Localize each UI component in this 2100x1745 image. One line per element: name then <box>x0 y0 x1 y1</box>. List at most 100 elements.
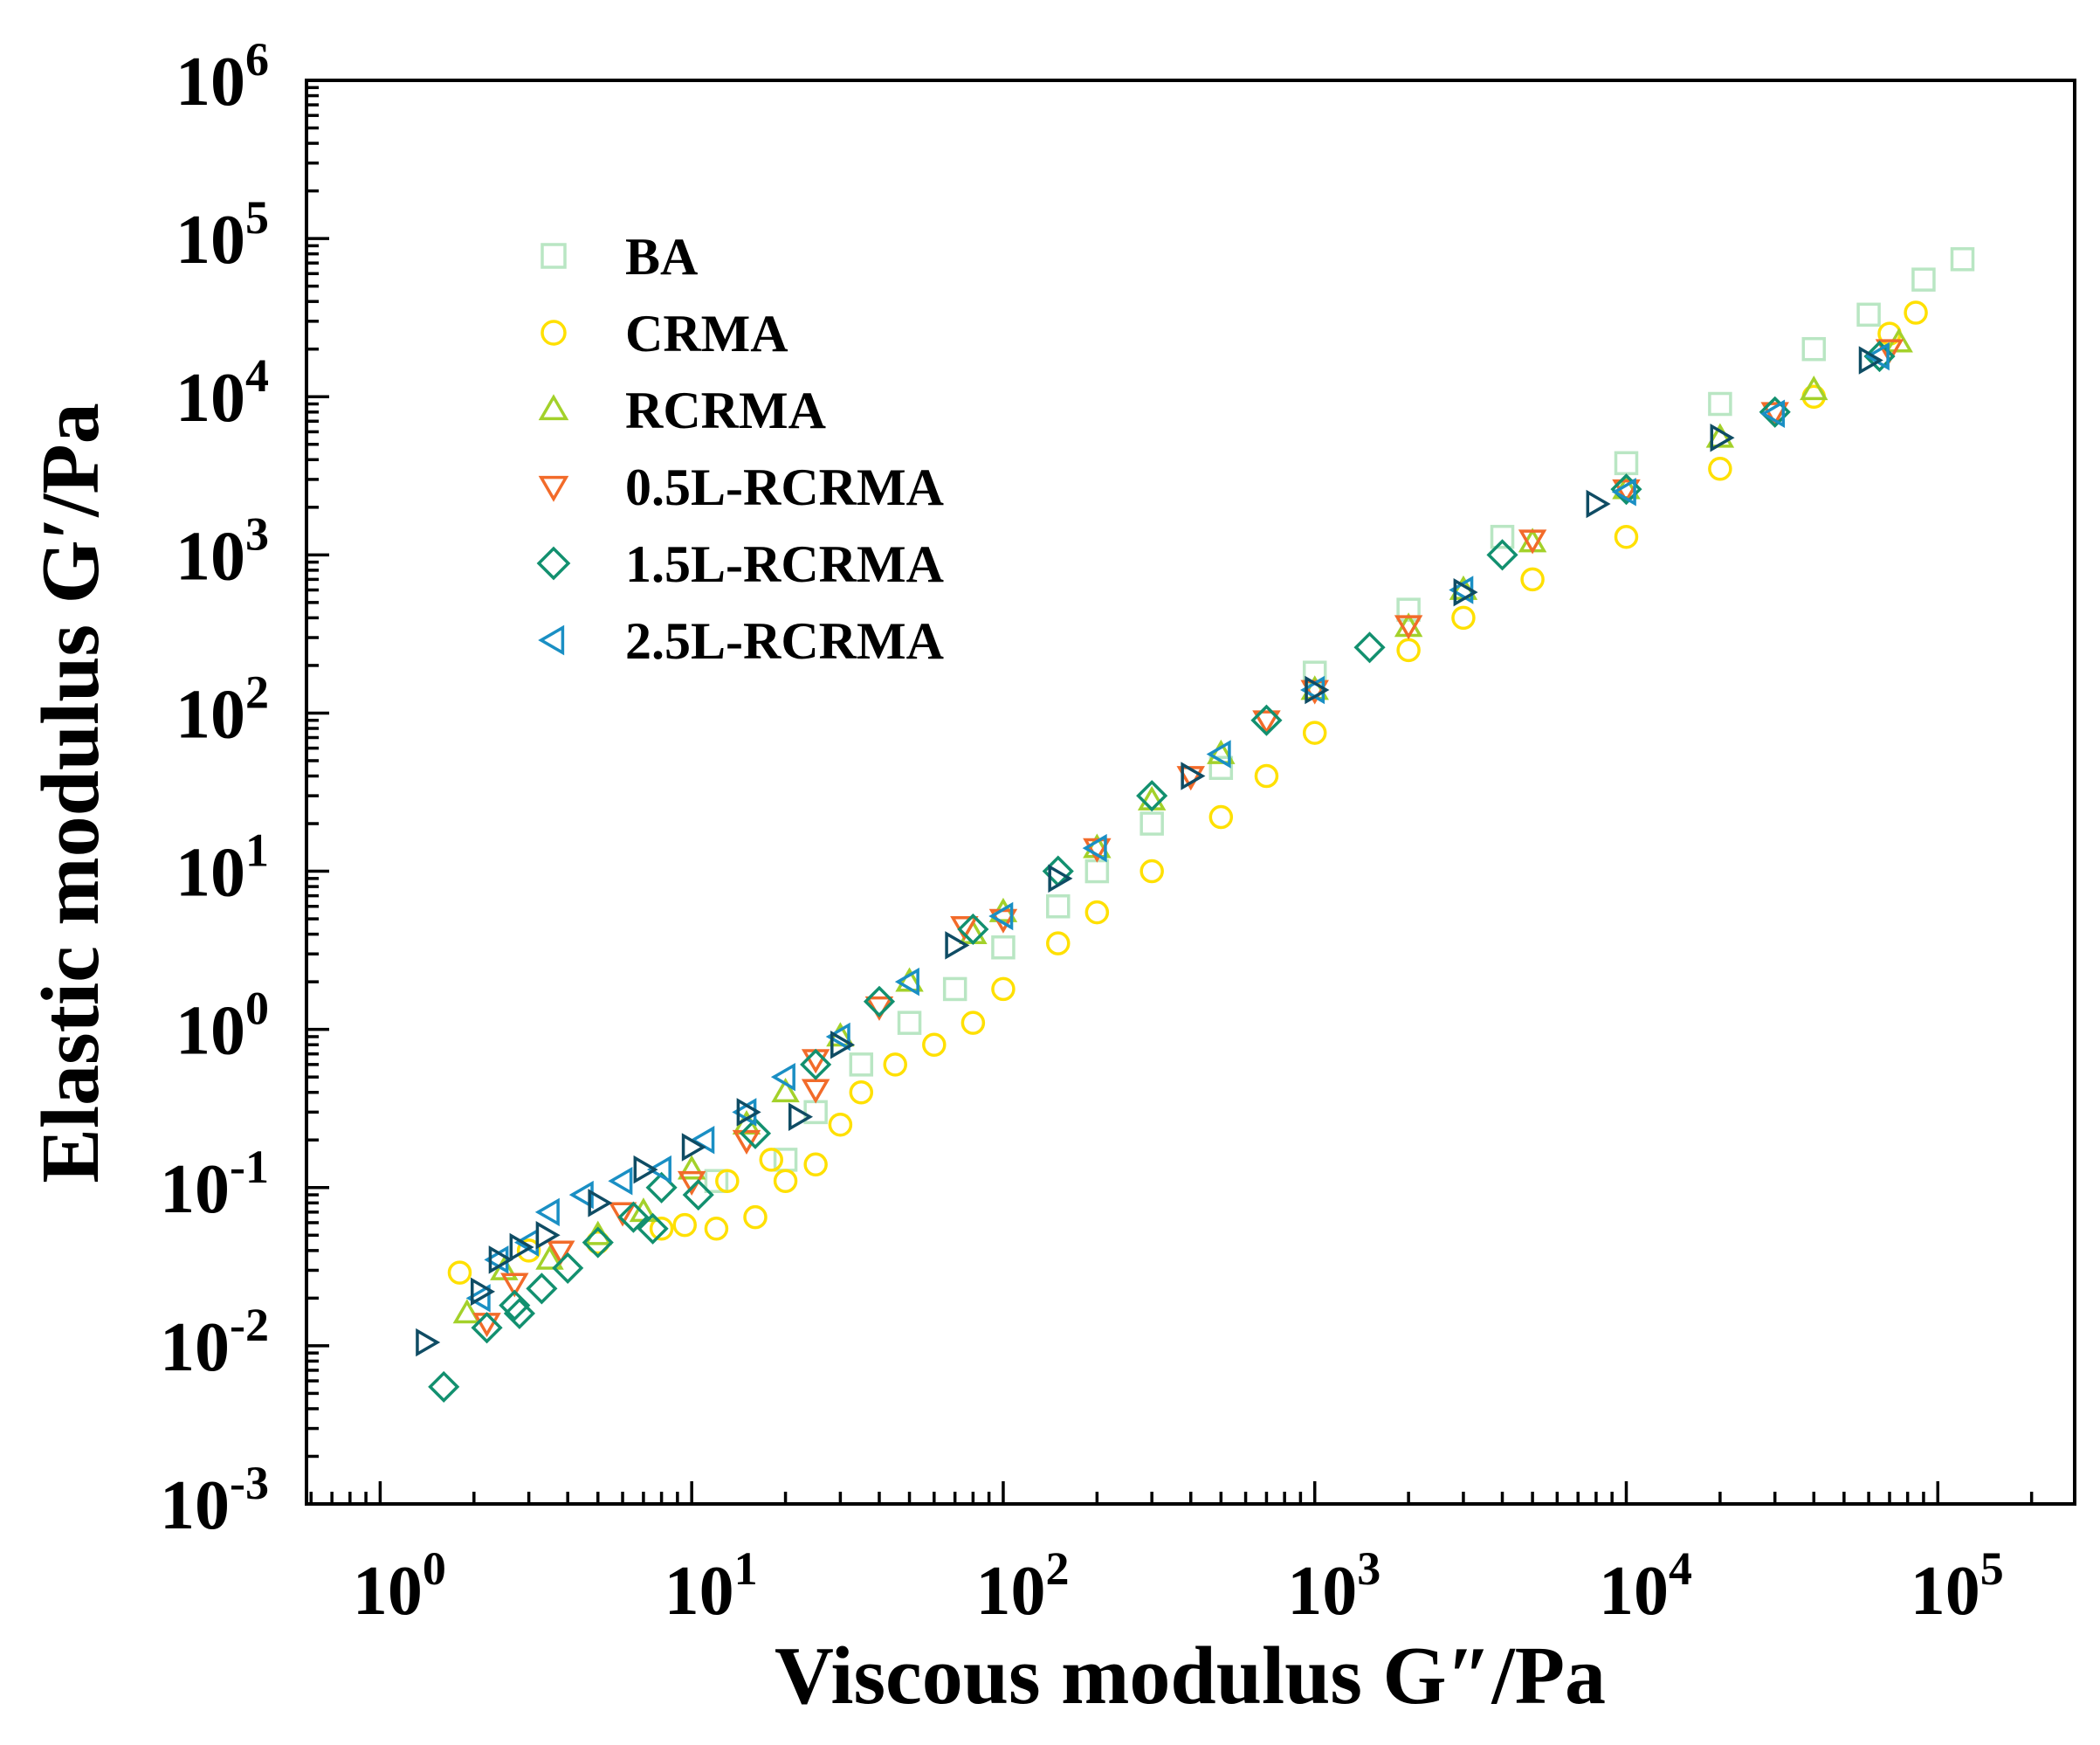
data-point <box>1394 615 1423 640</box>
data-point <box>672 1212 697 1238</box>
data-point <box>1302 721 1327 745</box>
data-point <box>1082 833 1107 863</box>
data-point <box>1614 524 1639 549</box>
y-tick-label: 104 <box>176 349 269 437</box>
data-point <box>942 976 967 1002</box>
data-point <box>1858 346 1883 375</box>
data-point <box>1206 740 1231 769</box>
data-point <box>897 1010 922 1035</box>
legend-label: 2.5L-RCRMA <box>625 612 944 670</box>
data-point <box>1611 478 1636 507</box>
data-point <box>960 1010 986 1035</box>
y-tick-label: 102 <box>176 666 269 753</box>
data-point <box>788 1102 814 1132</box>
legend-label: 1.5L-RCRMA <box>625 535 944 593</box>
data-point <box>516 1238 541 1263</box>
data-point <box>471 1312 503 1344</box>
data-point <box>1904 300 1928 325</box>
data-point <box>1614 451 1639 476</box>
data-point <box>1396 597 1421 622</box>
legend-item: RCRMA <box>538 382 826 439</box>
data-point <box>1048 864 1073 893</box>
data-point <box>771 1078 800 1103</box>
x-tick-label: 100 <box>353 1542 446 1630</box>
data-point <box>500 1273 529 1298</box>
legend-marker-triangle-left-icon <box>538 624 565 656</box>
data-point <box>1300 675 1325 705</box>
data-point <box>1760 399 1786 429</box>
x-tick-label: 102 <box>975 1542 1069 1630</box>
data-point <box>922 1032 947 1057</box>
legend-item: BA <box>540 228 698 286</box>
data-point <box>682 1178 714 1211</box>
legend-item: 0.5L-RCRMA <box>538 459 944 516</box>
tick-labels: 100 101 102 103 104 105 10-3 10-2 10-1 100 101 102 1… <box>160 33 2004 1630</box>
data-point <box>1453 577 1478 607</box>
data-point <box>1305 675 1330 705</box>
data-point <box>465 1284 491 1313</box>
data-point <box>732 1098 757 1127</box>
y-tick-label: 103 <box>176 507 269 595</box>
data-point <box>1396 638 1421 663</box>
data-point <box>1490 524 1515 549</box>
series-unlabeled-triangle-right <box>416 346 1883 1357</box>
y-tick-label: 105 <box>176 191 269 279</box>
y-tick-label: 10-1 <box>160 1141 269 1228</box>
data-point <box>1140 859 1164 884</box>
legend-label: RCRMA <box>625 382 826 439</box>
data-point <box>1950 247 1975 272</box>
data-point <box>484 1245 509 1274</box>
x-axis-title: Viscous modulus G″/Pa <box>775 1631 1606 1721</box>
data-point <box>945 931 970 960</box>
data-point <box>535 1221 561 1250</box>
data-point <box>1708 391 1732 417</box>
data-point <box>568 1180 594 1210</box>
legend-marker-circle-icon <box>540 320 567 346</box>
x-tick-label: 105 <box>1911 1542 2004 1630</box>
data-point <box>452 1299 482 1324</box>
data-point <box>535 1245 564 1270</box>
data-point <box>499 1289 531 1321</box>
data-point <box>1250 704 1283 736</box>
data-point <box>1208 804 1234 830</box>
data-point <box>1518 529 1547 555</box>
data-point <box>957 913 989 946</box>
x-tick-label: 103 <box>1287 1542 1380 1630</box>
data-point <box>447 1260 472 1285</box>
data-point <box>704 1217 729 1241</box>
data-point <box>759 1148 783 1172</box>
data-point <box>1353 631 1386 664</box>
data-point <box>1451 605 1476 631</box>
data-point <box>743 1204 768 1230</box>
series-ba <box>704 247 1975 1194</box>
data-point <box>503 1297 536 1329</box>
data-point <box>588 1189 613 1217</box>
legend-marker-diamond-icon <box>536 546 571 581</box>
data-point <box>803 1152 828 1177</box>
y-tick-label: 101 <box>176 824 269 912</box>
data-point <box>1875 339 1904 364</box>
data-point <box>825 1022 850 1052</box>
x-tick-label: 104 <box>1599 1542 1692 1630</box>
y-axis-title: Elastic modulus G′/Pa <box>25 403 116 1183</box>
legend-marker-triangle-down-icon <box>538 475 569 502</box>
data-point <box>770 1062 795 1092</box>
data-point <box>646 1155 671 1184</box>
data-point <box>681 1133 706 1162</box>
data-point <box>534 1197 560 1227</box>
data-point <box>739 1117 772 1149</box>
legend-item: CRMA <box>540 305 788 362</box>
data-point <box>988 901 1014 931</box>
data-point <box>704 1169 729 1194</box>
data-point <box>509 1232 534 1262</box>
data-point <box>677 1155 706 1180</box>
y-tick-label: 106 <box>176 33 269 121</box>
data-point <box>883 1052 907 1077</box>
legend-label: CRMA <box>625 305 788 362</box>
data-point <box>800 1048 832 1080</box>
data-points <box>416 247 1975 1403</box>
legend-marker-square-icon <box>540 243 567 269</box>
data-point <box>633 1155 658 1184</box>
data-point <box>488 1245 513 1274</box>
data-point <box>1046 931 1071 955</box>
